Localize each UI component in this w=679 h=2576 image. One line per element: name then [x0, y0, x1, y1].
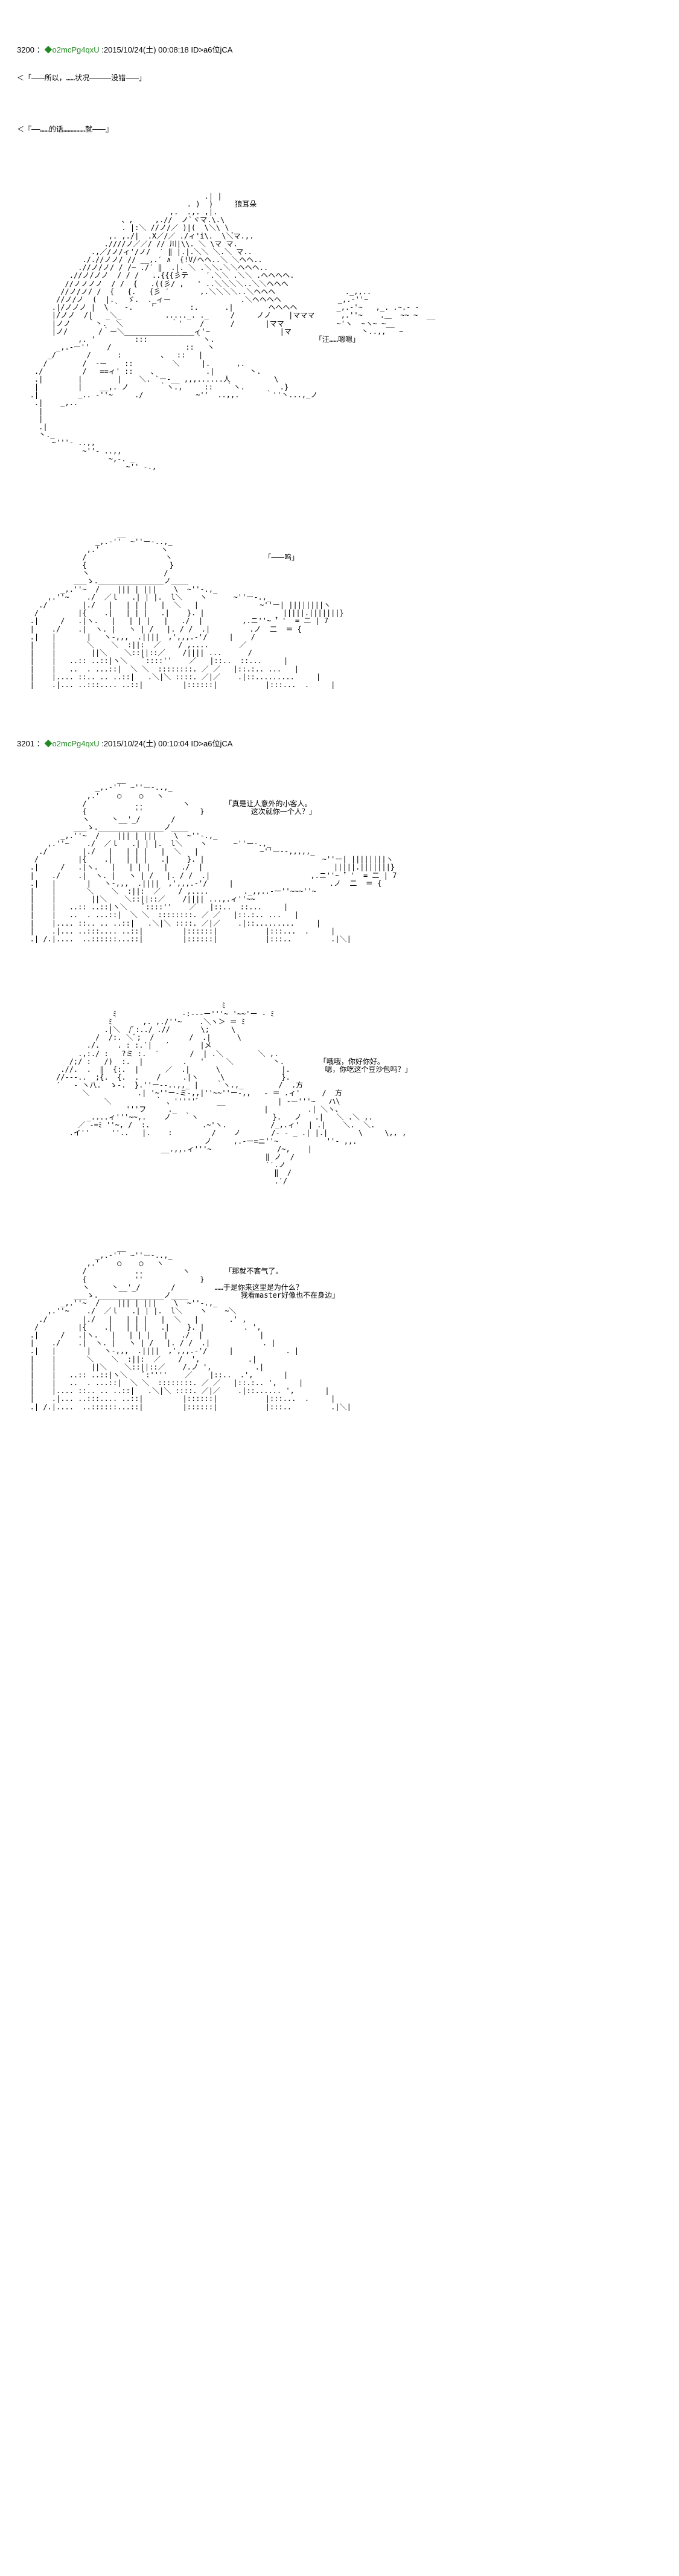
- ascii-art-wolfgirl-talk: ﾐ ﾐ ‐:---ー'''~ '~~'ー - ﾐ ﾐ ,. ,./''~ .＼ヽ…: [17, 994, 662, 1185]
- post-trip: ◆o2mcPg4qxU: [45, 739, 100, 748]
- speech-line: ＜『――……的话……………就―――』: [17, 126, 662, 133]
- label-l2: 嗯，你吃这个豆沙包吗？」: [320, 1065, 412, 1074]
- label-wan: 「汪……嗯嗯」: [315, 335, 360, 344]
- post-number: 3201: [17, 739, 34, 748]
- label-l1: 「那就不客气了。: [225, 1267, 282, 1275]
- post-id: ID>a6位jCA: [191, 45, 232, 54]
- label-l1: 「哦哦，你好你好。: [319, 1057, 384, 1066]
- label-l1: 「真是让人意外的小客人。: [225, 799, 311, 808]
- ascii-art-suit-man-talk2: __ _,.-'' ~''ー-..,_ ,.' ○ ○ ヽ / .. ヽ 「那就…: [17, 1236, 662, 1411]
- post-number: 3200: [17, 45, 34, 54]
- label-wu: 「―――呜」: [264, 553, 299, 562]
- ascii-art-wolfgirl: .| | . ) ) 狼耳朵 ,. .,. ,|. 、, ,.// ノ`ヾマ.\…: [17, 184, 662, 471]
- post-id: ID>a6位jCA: [191, 739, 232, 748]
- label-l4: 我看master好像也不在身边」: [237, 1291, 340, 1299]
- speech-line: ＜「―――所以，……状况―――――没错―――」: [17, 74, 662, 82]
- post-date: :2015/10/24(土) 00:08:18: [101, 45, 189, 54]
- ascii-art-suit-man-talk: __ _,.-'' ~''ー-..,_ ,.' ○ ○ ヽ / .. ヽ 「真是…: [17, 768, 662, 943]
- ascii-art-suit-man: __ _,.-'' ~''ー-..,_ ,.' ヽ / ヽ 「―――呜」 { }…: [17, 522, 662, 689]
- label-ear: 狼耳朵: [235, 200, 257, 208]
- label-l3: ……于是你来这里是为什么？: [210, 1283, 303, 1292]
- post-trip: ◆o2mcPg4qxU: [45, 45, 100, 54]
- post-header: 3200 ：◆o2mcPg4qxU :2015/10/24(土) 00:08:1…: [17, 46, 662, 54]
- post-date: :2015/10/24(土) 00:10:04: [101, 739, 189, 748]
- post-header: 3201 ：◆o2mcPg4qxU :2015/10/24(土) 00:10:0…: [17, 740, 662, 748]
- label-l2: 这次就你一个人？」: [244, 807, 316, 816]
